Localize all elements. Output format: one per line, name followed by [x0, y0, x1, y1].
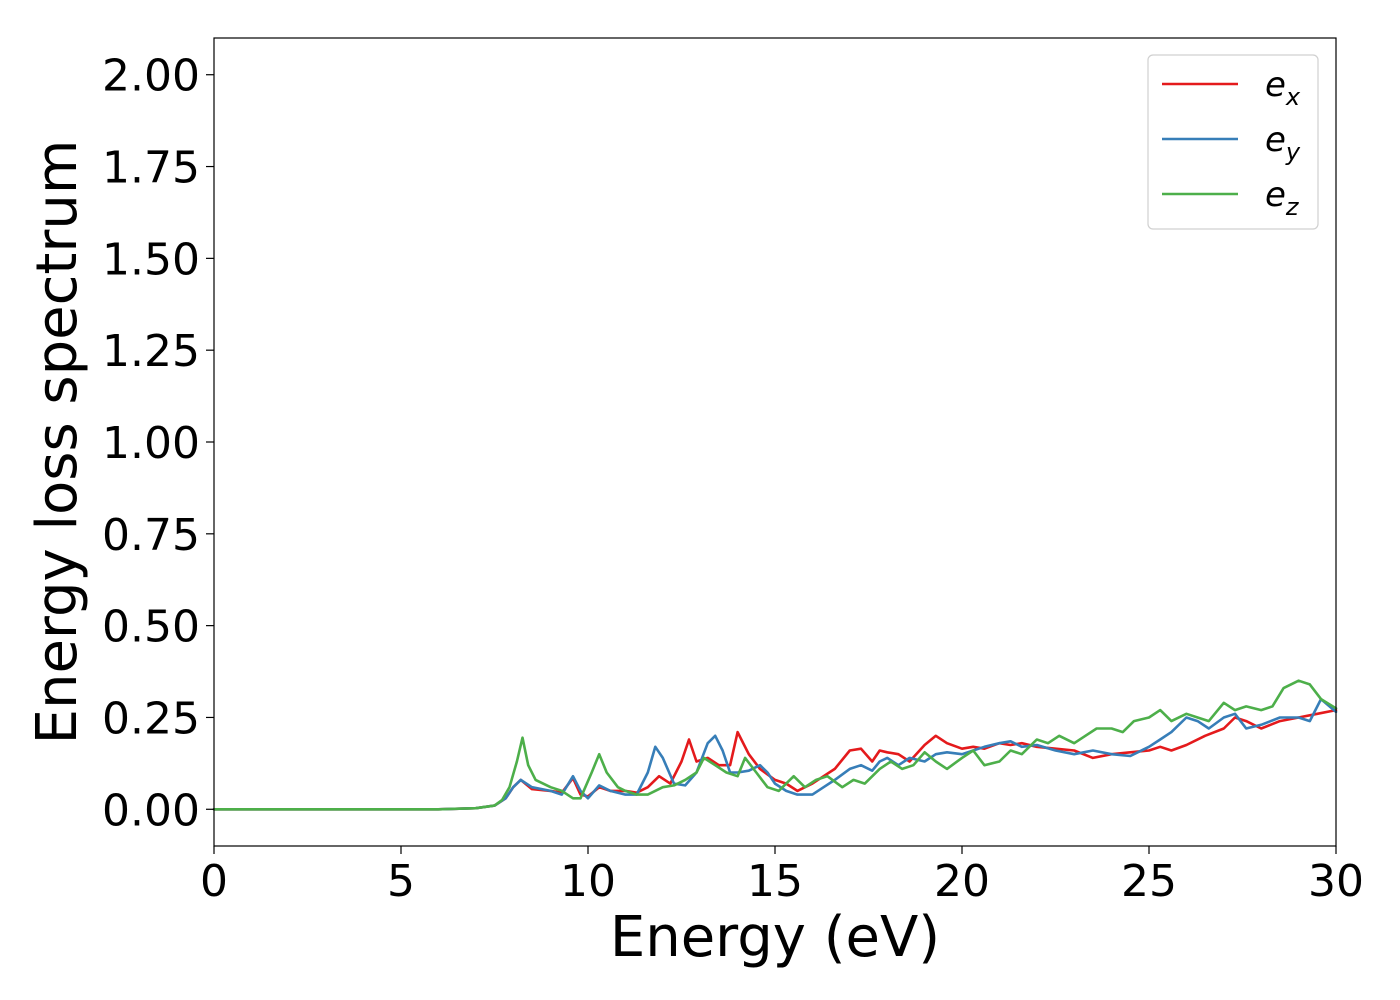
legend-label-ey: ey: [1265, 120, 1301, 166]
y-tick-label: 0.50: [102, 602, 200, 653]
legend-box: [1147, 54, 1319, 230]
x-tick-label: 10: [560, 856, 616, 907]
x-axis-label: Energy (eV): [610, 905, 940, 970]
series-line-ey: [212, 697, 1338, 811]
series-line-ez: [212, 679, 1338, 811]
x-tick-label: 20: [934, 856, 990, 907]
y-tick-label: 2.00: [102, 51, 200, 102]
y-tick-label: 0.75: [102, 510, 200, 561]
y-tick-label: 1.00: [102, 418, 200, 469]
legend-subscript-ez: z: [1285, 193, 1300, 221]
y-axis-label: Energy loss spectrum: [25, 140, 90, 745]
x-tick-label: 15: [747, 856, 803, 907]
x-tick-label: 30: [1308, 856, 1364, 907]
legend-subscript-ex: x: [1285, 83, 1301, 111]
y-tick-label: 1.75: [102, 143, 200, 194]
legend-subscript-ey: y: [1285, 138, 1301, 166]
x-tick-label: 5: [387, 856, 415, 907]
y-tick-label: 0.00: [102, 785, 200, 836]
y-axis-ticks: 0.00 0.25 0.50 0.75 1.00 1.25 1.50 1.75 2.00: [102, 51, 214, 836]
y-tick-label: 1.25: [102, 326, 200, 377]
x-axis-ticks: 0 5 10 15 20 25 30: [200, 846, 1364, 907]
x-tick-label: 0: [200, 856, 228, 907]
x-tick-label: 25: [1121, 856, 1177, 907]
y-tick-label: 0.25: [102, 693, 200, 744]
y-tick-label: 1.50: [102, 234, 200, 285]
series-layer: [212, 679, 1338, 811]
